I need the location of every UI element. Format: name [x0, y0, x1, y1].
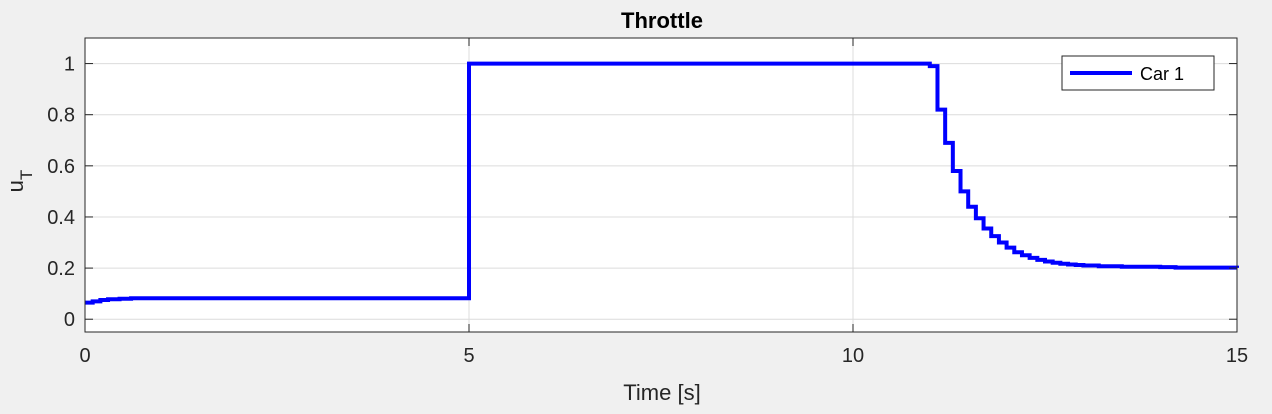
- x-tick-label: 5: [463, 345, 474, 367]
- y-tick-label: 0.4: [47, 207, 75, 229]
- chart-title: Throttle: [621, 8, 703, 33]
- x-axis-label: Time [s]: [623, 380, 700, 405]
- legend: Car 1: [1061, 55, 1215, 91]
- plot-frame: [84, 37, 1238, 333]
- x-tick-label: 15: [1226, 345, 1248, 367]
- svg-text:uT: uT: [3, 170, 36, 193]
- y-axis-label-subscript: T: [17, 170, 36, 180]
- series-line-car-1: [85, 61, 1239, 305]
- y-tick-label: 0.2: [47, 258, 75, 280]
- y-tick-label: 1: [64, 54, 75, 76]
- y-tick-label: 0: [64, 309, 75, 331]
- legend-label-car-1: Car 1: [1140, 64, 1184, 84]
- ticks: [84, 38, 1238, 332]
- tick-labels: 0 5 10 15 0 0.2 0.4 0.6 0.8 1: [47, 54, 1248, 367]
- y-tick-label: 0.6: [47, 156, 75, 178]
- x-tick-label: 10: [842, 345, 864, 367]
- y-axis-label: uT: [3, 170, 36, 193]
- plot-area: [85, 38, 1237, 332]
- series-layer: [85, 61, 1239, 305]
- x-tick-label: 0: [79, 345, 90, 367]
- y-tick-label: 0.8: [47, 105, 75, 127]
- y-axis-label-main: u: [3, 180, 28, 192]
